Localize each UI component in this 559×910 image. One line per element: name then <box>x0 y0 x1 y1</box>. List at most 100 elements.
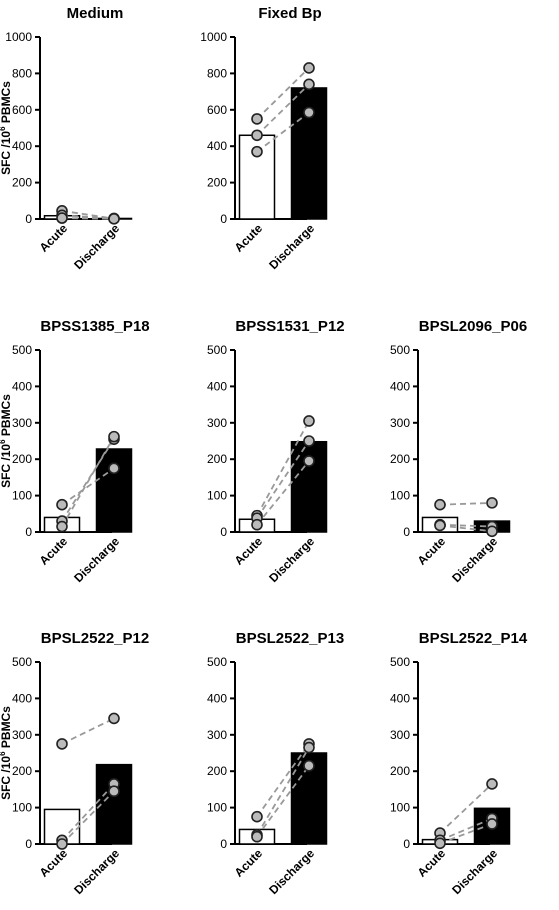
y-tick-label: 400 <box>207 139 227 153</box>
data-point <box>56 212 68 224</box>
y-tick-label: 500 <box>390 655 410 669</box>
y-tick-label: 200 <box>12 764 32 778</box>
y-tick-label: 500 <box>207 343 227 357</box>
data-point <box>434 837 446 850</box>
data-point <box>434 519 446 532</box>
y-tick-label: 100 <box>12 801 32 815</box>
y-axis-label-unit: PBMCs <box>0 706 13 752</box>
data-point <box>303 741 315 754</box>
x-tick-label: Discharge <box>266 221 317 272</box>
bar-discharge <box>290 87 328 220</box>
chart-title: Medium <box>67 5 124 22</box>
paired-line <box>256 460 310 526</box>
data-point <box>486 778 498 790</box>
x-tick-label: Discharge <box>71 534 122 585</box>
x-tick-label: Acute <box>37 534 71 568</box>
x-tick-label: Discharge <box>449 846 500 897</box>
paired-line <box>256 111 310 153</box>
paired-line <box>439 501 493 506</box>
y-tick-label: 500 <box>12 655 32 669</box>
data-point <box>486 818 498 830</box>
y-tick-label: 200 <box>390 764 410 778</box>
y-tick-label: 0 <box>220 837 227 851</box>
paired-line <box>439 523 493 528</box>
x-tick-label: Discharge <box>71 221 122 272</box>
y-tick-label: 1000 <box>5 30 32 44</box>
data-point <box>303 62 315 74</box>
x-tick-label: Acute <box>37 221 71 255</box>
y-tick-label: 0 <box>220 212 227 226</box>
chart-title: Fixed Bp <box>258 5 321 22</box>
data-point <box>56 520 68 533</box>
paired-line <box>439 783 493 834</box>
bar-discharge <box>95 763 133 845</box>
data-point <box>303 78 315 91</box>
data-point <box>108 462 120 475</box>
data-point <box>486 525 498 538</box>
y-tick-label: 400 <box>390 379 410 393</box>
paired-line <box>256 83 310 136</box>
paired-line <box>61 790 115 845</box>
y-tick-label: 300 <box>207 728 227 742</box>
x-tick-label: Discharge <box>71 846 122 897</box>
data-point <box>303 435 315 447</box>
paired-line <box>61 436 115 527</box>
x-tick-label: Acute <box>37 846 71 880</box>
data-point <box>108 785 120 798</box>
data-point <box>303 106 315 119</box>
data-point <box>486 497 498 509</box>
y-axis-label: SFC /106 PBMCs <box>0 706 13 800</box>
y-tick-label: 100 <box>390 801 410 815</box>
paired-line <box>256 765 310 838</box>
y-tick-label: 600 <box>207 103 227 117</box>
paired-line <box>256 420 310 517</box>
data-point <box>251 113 263 125</box>
y-tick-label: 0 <box>220 525 227 539</box>
y-axis-label: SFC /106 PBMCs <box>0 394 13 488</box>
y-tick-label: 0 <box>25 837 32 851</box>
chart-title: BPSL2096_P06 <box>419 318 527 335</box>
x-tick-label: Discharge <box>266 534 317 585</box>
paired-line <box>256 67 310 120</box>
data-point <box>251 145 263 158</box>
x-tick-label: Acute <box>232 846 266 880</box>
y-tick-label: 400 <box>207 691 227 705</box>
y-tick-label: 1000 <box>200 30 227 44</box>
y-tick-label: 200 <box>207 452 227 466</box>
y-tick-label: 0 <box>25 525 32 539</box>
chart-panel: BPSS1531_P12 0 100 200 300 400 500 Acute Dischar… <box>207 318 345 585</box>
chart-title: BPSL2522_P12 <box>41 630 149 647</box>
y-axis-label-text: SFC /10 <box>0 131 13 175</box>
data-point <box>251 129 263 142</box>
data-point <box>303 455 315 467</box>
y-tick-label: 0 <box>403 837 410 851</box>
data-point <box>303 415 315 427</box>
y-tick-label: 200 <box>207 176 227 190</box>
paired-line <box>256 743 310 818</box>
data-point <box>303 759 315 772</box>
data-point <box>108 213 120 225</box>
data-point <box>251 830 263 843</box>
y-axis-label-superscript: 6 <box>0 439 7 444</box>
y-tick-label: 0 <box>403 525 410 539</box>
paired-line <box>256 747 310 836</box>
y-tick-label: 200 <box>390 452 410 466</box>
chart-title: BPSL2522_P13 <box>236 630 344 647</box>
y-tick-label: 100 <box>12 489 32 503</box>
y-tick-label: 500 <box>12 343 32 357</box>
y-tick-label: 0 <box>25 212 32 226</box>
y-tick-label: 200 <box>12 176 32 190</box>
y-tick-label: 400 <box>12 139 32 153</box>
x-tick-label: Acute <box>415 534 449 568</box>
paired-line <box>61 467 115 506</box>
data-point <box>434 498 446 511</box>
y-axis-label: SFC /106 PBMCs <box>0 81 13 175</box>
y-tick-label: 100 <box>390 489 410 503</box>
data-point <box>56 838 68 850</box>
data-point <box>251 518 263 531</box>
y-axis-label-text: SFC /10 <box>0 444 13 488</box>
y-tick-label: 600 <box>12 103 32 117</box>
chart-panel: Medium SFC /106 PBMCs 0 200 400 600 800 1000 Acu… <box>0 5 133 272</box>
chart-panel: Fixed Bp 0 200 400 600 800 1000 Acute Discharge <box>200 5 328 272</box>
